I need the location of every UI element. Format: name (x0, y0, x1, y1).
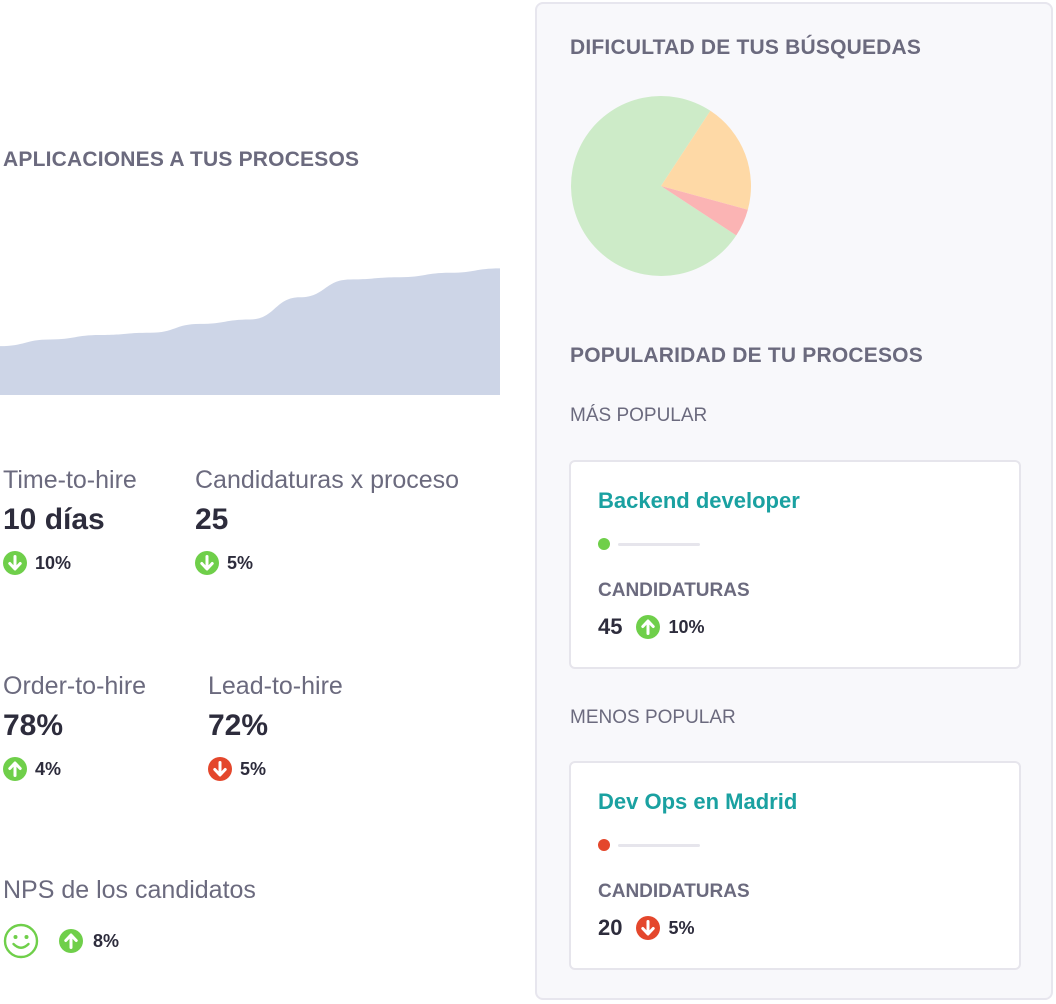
difficulty-pie-chart (571, 95, 751, 276)
status-dot (598, 839, 610, 851)
metric-label: Order-to-hire (3, 672, 147, 700)
smile-icon (3, 923, 39, 959)
candidaturas-trend: 10% (636, 615, 705, 639)
metric-time-to-hire: Time-to-hire 10 días 10% (3, 466, 137, 575)
least-popular-card[interactable]: Dev Ops en Madrid CANDIDATURAS 20 5% (569, 761, 1021, 970)
pie-slice-2 (661, 110, 751, 210)
metric-change: 10% (35, 552, 72, 573)
pie-slice-1 (571, 95, 737, 276)
candidaturas-count: 45 (598, 614, 623, 639)
metric-change: 5% (240, 758, 267, 779)
applications-area (0, 268, 500, 395)
popularity-indicator (598, 538, 700, 550)
metric-change: 4% (35, 758, 62, 779)
candidaturas-row: 45 10% (598, 614, 705, 640)
most-popular-card[interactable]: Backend developer CANDIDATURAS 45 10% (569, 460, 1021, 669)
arrow-up-icon (3, 757, 27, 781)
process-name[interactable]: Backend developer (598, 488, 800, 513)
least-popular-label: MENOS POPULAR (570, 707, 736, 728)
metric-trend: 4% (3, 757, 146, 781)
metric-trend: 10% (3, 551, 137, 575)
difficulty-title: DIFICULTAD DE TUS BÚSQUEDAS (570, 36, 922, 59)
indicator-track (618, 843, 700, 847)
arrow-down-icon (208, 757, 232, 781)
metric-label: Lead-to-hire (208, 672, 343, 700)
status-dot (598, 538, 610, 550)
metric-nps: NPS de los candidatos 8% (3, 876, 256, 959)
metric-value: 10 días (3, 503, 105, 536)
process-name[interactable]: Dev Ops en Madrid (598, 789, 798, 814)
popularity-indicator (598, 839, 700, 851)
most-popular-label: MÁS POPULAR (570, 405, 708, 426)
metric-trend: 8% (3, 923, 256, 959)
metric-change: 5% (227, 552, 254, 573)
applications-title: APLICACIONES A TUS PROCESOS (3, 148, 360, 171)
metric-label: Time-to-hire (3, 466, 137, 494)
candidaturas-count: 20 (598, 915, 623, 940)
metric-value: 25 (195, 503, 229, 536)
candidaturas-label: CANDIDATURAS (598, 580, 750, 601)
metric-change: 8% (93, 930, 120, 951)
metric-order-to-hire: Order-to-hire 78% 4% (3, 672, 146, 781)
metric-value: 72% (208, 709, 269, 742)
candidaturas-trend: 5% (636, 916, 695, 940)
metric-label: Candidaturas x proceso (195, 466, 460, 494)
popularity-title: POPULARIDAD DE TU PROCESOS (570, 344, 923, 367)
metric-value: 78% (3, 709, 64, 742)
pie-slice-3 (661, 186, 748, 236)
arrow-up-icon (636, 615, 661, 639)
metric-trend: 5% (208, 757, 343, 781)
candidaturas-change: 5% (668, 917, 695, 938)
candidaturas-row: 20 5% (598, 915, 695, 941)
candidaturas-change: 10% (668, 616, 705, 637)
applications-area-chart (0, 268, 500, 395)
arrow-down-icon (195, 551, 219, 575)
insights-panel: DIFICULTAD DE TUS BÚSQUEDAS POPULARIDAD … (535, 2, 1053, 1000)
arrow-down-icon (3, 551, 27, 575)
indicator-track (618, 542, 700, 546)
metric-label: NPS de los candidatos (3, 876, 256, 904)
arrow-down-icon (636, 916, 661, 940)
candidaturas-label: CANDIDATURAS (598, 881, 750, 902)
metric-candidaturas-proceso: Candidaturas x proceso 25 5% (195, 466, 459, 575)
metric-trend: 5% (195, 551, 459, 575)
arrow-up-icon (59, 929, 83, 953)
metric-lead-to-hire: Lead-to-hire 72% 5% (208, 672, 343, 781)
